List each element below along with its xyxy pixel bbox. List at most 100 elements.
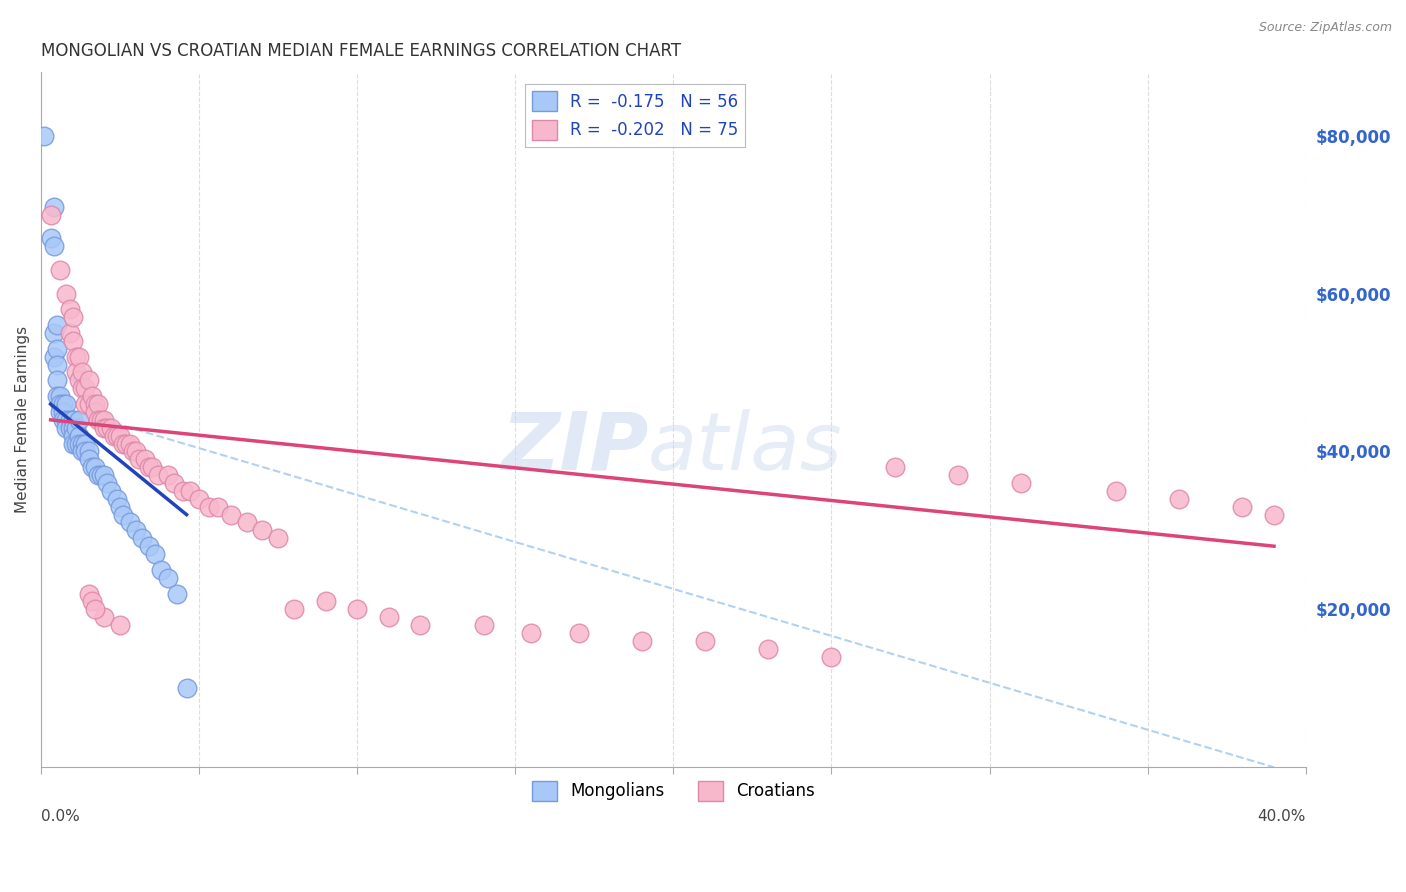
Point [1105,483,1128,498]
Point [128,452,150,467]
Point [87,413,110,427]
Point [49,262,72,277]
Point [567,626,589,640]
Point [267,531,290,545]
Text: 0.0%: 0.0% [41,809,80,824]
Point [62,310,84,325]
Point [39,208,62,222]
Point [83,405,105,419]
Text: 40.0%: 40.0% [1257,809,1306,824]
Point [70,436,93,450]
Point [45,342,67,356]
Text: MONGOLIAN VS CROATIAN MEDIAN FEMALE EARNINGS CORRELATION CHART: MONGOLIAN VS CROATIAN MEDIAN FEMALE EARN… [41,42,682,60]
Point [87,468,110,483]
Point [75,444,97,458]
Point [77,373,100,387]
Point [176,681,198,696]
Point [235,516,257,530]
Point [108,428,131,442]
Point [693,634,716,648]
Point [103,428,125,442]
Point [146,468,169,483]
Point [77,397,100,411]
Point [67,350,90,364]
Point [141,460,163,475]
Point [45,373,67,387]
Point [80,389,103,403]
Point [90,413,112,427]
Point [630,634,652,648]
Point [138,539,160,553]
Point [62,334,84,348]
Point [42,326,65,340]
Point [62,436,84,450]
Point [283,602,305,616]
Point [315,594,337,608]
Point [108,500,131,514]
Point [756,641,779,656]
Point [125,524,148,538]
Point [1232,500,1254,514]
Point [77,444,100,458]
Point [52,413,75,427]
Point [77,586,100,600]
Point [115,436,138,450]
Point [55,397,77,411]
Point [65,421,87,435]
Point [52,397,75,411]
Point [346,602,368,616]
Point [1010,475,1032,490]
Point [118,516,141,530]
Point [100,483,122,498]
Point [378,610,401,624]
Point [62,421,84,435]
Point [87,397,110,411]
Point [70,381,93,395]
Point [62,428,84,442]
Point [42,239,65,253]
Point [42,200,65,214]
Y-axis label: Median Female Earnings: Median Female Earnings [15,326,30,514]
Point [83,460,105,475]
Point [49,405,72,419]
Point [80,460,103,475]
Point [125,444,148,458]
Point [93,610,115,624]
Point [118,436,141,450]
Point [58,413,80,427]
Point [219,508,242,522]
Point [112,508,135,522]
Point [121,444,143,458]
Point [45,358,67,372]
Point [65,366,87,380]
Point [67,373,90,387]
Point [883,460,905,475]
Point [52,405,75,419]
Point [207,500,229,514]
Point [58,302,80,317]
Point [172,483,194,498]
Point [150,563,173,577]
Point [179,483,201,498]
Point [75,436,97,450]
Point [70,444,93,458]
Point [49,397,72,411]
Point [65,436,87,450]
Point [55,413,77,427]
Point [58,326,80,340]
Point [166,586,188,600]
Text: atlas: atlas [648,409,842,487]
Point [105,428,128,442]
Point [55,421,77,435]
Point [820,649,842,664]
Point [163,475,186,490]
Point [197,500,219,514]
Text: Source: ZipAtlas.com: Source: ZipAtlas.com [1258,21,1392,34]
Point [83,602,105,616]
Point [93,468,115,483]
Point [55,286,77,301]
Point [946,468,969,483]
Point [472,618,495,632]
Point [1263,508,1285,522]
Point [67,413,90,427]
